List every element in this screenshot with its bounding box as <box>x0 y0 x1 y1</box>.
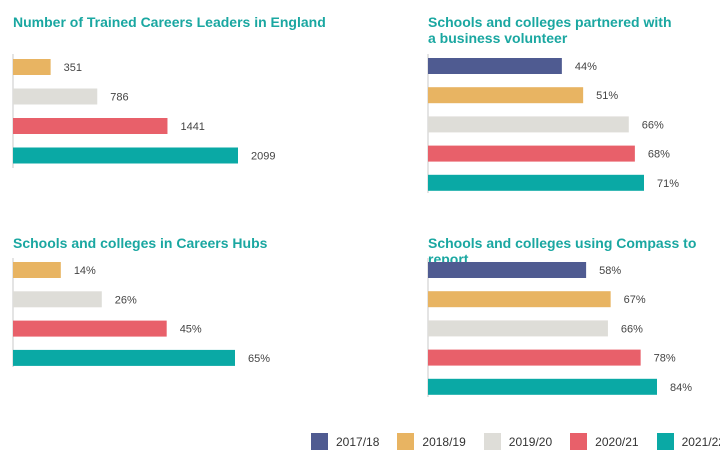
chart-2-value-label-2017-18: 44% <box>575 61 597 73</box>
chart-1-value-label-2019-20: 786 <box>110 92 128 104</box>
chart-2-value-label-2019-20: 66% <box>642 119 664 131</box>
chart-1-bar-2019-20 <box>13 88 98 105</box>
chart-3-bar-2020-21 <box>13 320 167 337</box>
chart-1-value-label-2020-21: 1441 <box>180 121 204 133</box>
chart-4-bar-2018-19 <box>428 291 611 308</box>
legend-item-2019-20: 2019/20 <box>483 433 553 450</box>
chart-1-value-label-2018-19: 351 <box>64 62 82 74</box>
legend-label-2020-21: 2020/21 <box>595 434 639 449</box>
legend-label-2018-19: 2018/19 <box>422 434 466 449</box>
chart-3-bar-2019-20 <box>13 291 102 308</box>
chart-4-value-label-2017-18: 58% <box>599 265 621 277</box>
legend-item-2021-22: 2021/22 <box>656 433 720 450</box>
chart-2-value-label-2018-19: 51% <box>596 90 618 102</box>
chart-3-bar-2018-19 <box>13 262 61 278</box>
chart-4-bar-2019-20 <box>428 320 608 337</box>
legend-swatch-2019-20 <box>483 433 501 450</box>
chart-3-bar-2021-22 <box>13 349 235 366</box>
chart-4-bar-2020-21 <box>428 349 641 366</box>
legend-swatch-2020-21 <box>570 433 588 450</box>
legend: 2017/18 2018/19 2019/20 2020/21 2021/22 <box>311 433 720 450</box>
chart-1-bar-2018-19 <box>13 59 51 75</box>
legend-item-2018-19: 2018/19 <box>397 433 466 450</box>
chart-title-careers-leaders: Number of Trained Careers Leaders in Eng… <box>13 14 326 30</box>
chart-2-bar-2021-22 <box>428 174 644 191</box>
legend-label-2017-18: 2017/18 <box>336 434 380 449</box>
legend-swatch-2021-22 <box>656 433 674 450</box>
chart-2-bar-2017-18 <box>428 58 562 74</box>
chart-2-value-label-2021-22: 71% <box>657 178 679 190</box>
legend-item-2020-21: 2020/21 <box>570 433 639 450</box>
chart-3-value-label-2019-20: 26% <box>115 294 137 306</box>
legend-label-2021-22: 2021/22 <box>681 434 720 449</box>
chart-4-value-label-2020-21: 78% <box>654 353 676 365</box>
chart-2-bar-2020-21 <box>428 145 635 162</box>
chart-title-business-volunteer: Schools and colleges partnered with a bu… <box>428 14 672 46</box>
chart-4-value-label-2021-22: 84% <box>670 382 692 394</box>
chart-4-bar-2017-18 <box>428 262 587 278</box>
chart-3-value-label-2018-19: 14% <box>74 265 96 277</box>
chart-3-value-label-2020-21: 45% <box>180 324 202 336</box>
chart-4-value-label-2019-20: 66% <box>621 323 643 335</box>
legend-item-2017-18: 2017/18 <box>311 433 379 450</box>
chart-1-value-label-2021-22: 2099 <box>251 151 275 163</box>
chart-3-value-label-2021-22: 65% <box>248 353 270 365</box>
chart-2-value-label-2020-21: 68% <box>648 149 670 161</box>
legend-swatch-2018-19 <box>397 433 415 450</box>
chart-4-value-label-2018-19: 67% <box>624 294 646 306</box>
chart-4-bar-2021-22 <box>428 378 657 395</box>
chart-2-bar-2019-20 <box>428 116 629 133</box>
chart-2-bar-2018-19 <box>428 87 584 104</box>
chart-1-bar-2020-21 <box>13 118 168 134</box>
legend-swatch-2017-18 <box>311 433 328 450</box>
chart-title-careers-hubs: Schools and colleges in Careers Hubs <box>13 235 268 251</box>
chart-1-bar-2021-22 <box>13 147 238 164</box>
legend-label-2019-20: 2019/20 <box>508 434 553 449</box>
